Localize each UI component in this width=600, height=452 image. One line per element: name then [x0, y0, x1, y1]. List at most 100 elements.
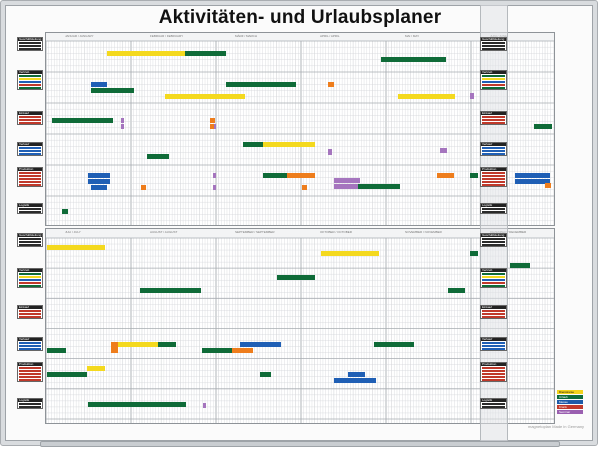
magnet-orange-strip[interactable] [328, 82, 334, 87]
magnet-purple-strip[interactable] [334, 178, 360, 183]
team-label-card[interactable]: Produktion [480, 362, 507, 382]
magnet-green-strip[interactable] [185, 51, 226, 56]
label-card-header [481, 234, 506, 237]
magnet-green-strip[interactable] [88, 402, 186, 407]
month-label: OKTOBER / OCTOBER [320, 230, 352, 234]
team-label-card[interactable]: Vertrieb [17, 268, 43, 288]
team-label-card[interactable]: Einkauf [17, 111, 43, 125]
magnet-green-strip[interactable] [202, 348, 232, 353]
magnet-orange-strip[interactable] [545, 183, 551, 188]
team-label-card[interactable]: Geschäftsleitung [17, 233, 43, 247]
team-label-card[interactable]: Verkauf [17, 337, 43, 351]
magnet-green-strip[interactable] [381, 57, 446, 62]
magnet-blue-strip[interactable] [515, 179, 550, 184]
magnet-green-strip[interactable] [226, 82, 296, 87]
team-label-card[interactable]: Verkauf [480, 337, 507, 351]
magnet-green-strip[interactable] [158, 342, 176, 347]
magnet-green-strip[interactable] [47, 348, 66, 353]
magnet-green-strip[interactable] [52, 118, 113, 123]
label-card-stripe [482, 147, 505, 149]
team-label-card[interactable]: Logistik [480, 203, 507, 214]
magnet-blue-strip[interactable] [348, 372, 365, 377]
magnet-yellow-strip[interactable] [263, 142, 315, 147]
magnet-orange-strip[interactable] [111, 342, 118, 347]
team-label-card[interactable]: Produktion [480, 167, 507, 187]
magnet-orange-strip[interactable] [232, 348, 253, 353]
magnet-orange-strip[interactable] [437, 173, 454, 178]
team-label-card[interactable]: Logistik [17, 398, 43, 409]
magnet-purple-strip[interactable] [213, 124, 216, 129]
magnet-green-strip[interactable] [47, 372, 87, 377]
magnet-green-strip[interactable] [448, 288, 465, 293]
magnet-yellow-strip[interactable] [398, 94, 455, 99]
team-label-card[interactable]: Einkauf [480, 305, 507, 319]
team-label-card[interactable]: Produktion [17, 362, 43, 382]
magnet-blue-strip[interactable] [515, 173, 550, 178]
magnet-green-strip[interactable] [140, 288, 201, 293]
magnet-blue-strip[interactable] [88, 173, 110, 178]
month-label: APRIL / APRIL [320, 34, 340, 38]
magnet-orange-strip[interactable] [111, 347, 118, 353]
magnet-green-strip[interactable] [260, 372, 271, 377]
magnet-purple-strip[interactable] [334, 184, 358, 189]
label-card-stripe [19, 373, 41, 375]
magnet-green-strip[interactable] [277, 275, 315, 280]
team-label-card[interactable]: Vertrieb [480, 268, 507, 288]
magnet-green-strip[interactable] [263, 173, 287, 178]
magnet-green-strip[interactable] [147, 154, 169, 159]
magnet-green-strip[interactable] [243, 142, 263, 147]
magnet-green-strip[interactable] [470, 173, 478, 178]
magnet-orange-strip[interactable] [141, 185, 146, 190]
magnet-yellow-strip[interactable] [118, 342, 158, 347]
magnet-blue-strip[interactable] [88, 179, 110, 184]
team-label-card[interactable]: Logistik [480, 398, 507, 409]
magnet-purple-strip[interactable] [203, 403, 206, 408]
team-label-card[interactable]: Vertrieb [17, 70, 43, 90]
magnet-green-strip[interactable] [534, 124, 552, 129]
magnet-blue-strip[interactable] [240, 342, 281, 347]
magnet-purple-strip[interactable] [470, 93, 474, 99]
magnet-purple-strip[interactable] [213, 185, 216, 190]
magnet-yellow-strip[interactable] [165, 94, 245, 99]
magnet-purple-strip[interactable] [440, 148, 447, 153]
team-label-card[interactable]: Produktion [17, 167, 43, 187]
magnet-green-strip[interactable] [91, 88, 134, 93]
legend-label: Krank [559, 405, 567, 409]
team-label-card[interactable]: Verkauf [17, 142, 43, 156]
magnet-orange-strip[interactable] [302, 185, 307, 190]
magnet-yellow-strip[interactable] [87, 366, 105, 371]
team-label-text: Produktion [482, 362, 497, 366]
magnet-green-strip[interactable] [510, 263, 530, 268]
team-label-card[interactable]: Geschäftsleitung [480, 37, 507, 51]
magnet-purple-strip[interactable] [328, 149, 332, 155]
team-label-card[interactable]: Einkauf [17, 305, 43, 319]
magnet-green-strip[interactable] [374, 342, 414, 347]
team-label-card[interactable]: Einkauf [480, 111, 507, 125]
grid-panel-first-half[interactable] [45, 32, 555, 226]
label-card-stripe [19, 273, 41, 275]
magnet-orange-strip[interactable] [210, 118, 215, 123]
magnet-orange-strip[interactable] [210, 124, 214, 129]
magnet-green-strip[interactable] [470, 251, 478, 256]
magnet-blue-strip[interactable] [91, 82, 107, 87]
magnet-yellow-strip[interactable] [107, 51, 185, 56]
team-label-text: Produktion [482, 167, 497, 171]
magnet-blue-strip[interactable] [334, 378, 376, 383]
team-label-card[interactable]: Vertrieb [480, 70, 507, 90]
team-label-card[interactable]: Geschäftsleitung [480, 233, 507, 247]
grid-panel-second-half[interactable] [45, 228, 555, 424]
magnet-green-strip[interactable] [358, 184, 400, 189]
team-label-card[interactable]: Geschäftsleitung [17, 37, 43, 51]
team-label-card[interactable]: Verkauf [480, 142, 507, 156]
magnet-purple-strip[interactable] [121, 118, 124, 123]
label-card-header [481, 143, 506, 146]
magnet-blue-strip[interactable] [91, 185, 107, 190]
magnet-purple-strip[interactable] [121, 124, 124, 129]
magnet-green-strip[interactable] [62, 209, 68, 214]
magnet-yellow-strip[interactable] [47, 245, 105, 250]
team-label-text: Produktion [19, 167, 34, 171]
magnet-orange-strip[interactable] [287, 173, 315, 178]
magnet-yellow-strip[interactable] [321, 251, 379, 256]
team-label-card[interactable]: Logistik [17, 203, 43, 214]
magnet-purple-strip[interactable] [213, 173, 216, 178]
